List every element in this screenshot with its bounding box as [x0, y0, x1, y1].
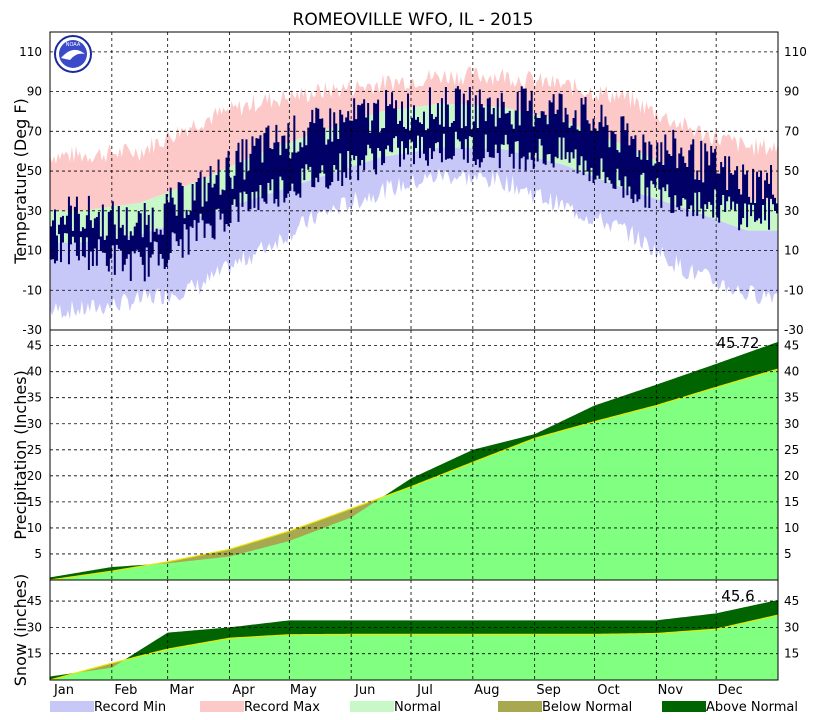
temp-tick-right: 70 — [784, 124, 799, 138]
precip-tick-left: 20 — [27, 469, 42, 483]
legend-swatch-above-normal — [662, 701, 706, 712]
temp-tick-right: -10 — [784, 283, 804, 297]
legend-swatch-normal — [350, 701, 394, 712]
temp-tick-left: -30 — [22, 323, 42, 337]
temp-tick-left: 50 — [27, 164, 42, 178]
snow-total-label: 45.6 — [721, 587, 754, 605]
month-label-apr: Apr — [232, 683, 255, 698]
noaa-logo-bird-icon — [61, 49, 85, 60]
precip-tick-right: 25 — [784, 443, 799, 457]
precip-tick-right: 5 — [784, 547, 792, 561]
precip-normal-line — [49, 368, 779, 581]
temp-tick-right: 50 — [784, 164, 799, 178]
month-label-jul: Jul — [416, 683, 433, 698]
precip-tick-right: 40 — [784, 365, 799, 379]
month-label-feb: Feb — [114, 683, 137, 698]
chart-title: ROMEOVILLE WFO, IL - 2015 — [293, 10, 534, 30]
temperature-panel: -30 -30 -10 -10 10 10 30 30 50 50 70 70 90 90 110 110 Te… — [11, 31, 807, 337]
precip-tick-right: 20 — [784, 469, 799, 483]
precip-tick-left: 15 — [27, 495, 42, 509]
temp-tick-right: 90 — [784, 85, 799, 99]
temp-tick-left: 110 — [19, 45, 42, 59]
temp-tick-left: 10 — [27, 244, 42, 258]
month-label-oct: Oct — [597, 683, 619, 698]
precip-tick-right: 30 — [784, 417, 799, 431]
snow-tick-left: 45 — [27, 594, 42, 608]
snow-tick-right: 15 — [784, 647, 799, 661]
month-label-jan: Jan — [53, 683, 74, 698]
precip-tick-left: 5 — [34, 547, 42, 561]
month-label-mar: Mar — [169, 683, 194, 698]
temp-tick-right: 30 — [784, 204, 799, 218]
month-label-nov: Nov — [658, 683, 684, 698]
precip-tick-left: 45 — [27, 339, 42, 353]
snow-normal-line — [49, 614, 779, 681]
precip-tick-left: 40 — [27, 365, 42, 379]
legend: Record Min Record Max Normal Below Normal Ab… — [50, 700, 798, 715]
snow-tick-right: 30 — [784, 620, 799, 634]
precip-tick-right: 10 — [784, 521, 799, 535]
legend-swatch-record-max — [200, 701, 244, 712]
noaa-logo-text: NOAA — [66, 42, 81, 48]
temp-tick-left: 70 — [27, 124, 42, 138]
precip-tick-right: 15 — [784, 495, 799, 509]
snow-above-normal-area — [50, 600, 778, 680]
precip-tick-right: 35 — [784, 391, 799, 405]
snow-normal-area — [50, 615, 778, 680]
legend-swatch-below-normal — [498, 701, 542, 712]
legend-label-below-normal: Below Normal — [542, 700, 632, 715]
month-label-jun: Jun — [354, 683, 375, 698]
month-axis: Jan Feb Mar Apr May Jun Jul Aug Sep Oct Nov Dec — [53, 683, 743, 698]
snow-ylabel: Snow (inches) — [11, 574, 30, 686]
record-max-area — [50, 66, 778, 211]
precip-ylabel: Precipitation (Inches) — [11, 370, 30, 540]
snow-frame — [49, 579, 779, 681]
temp-tick-right: 110 — [784, 45, 807, 59]
month-label-dec: Dec — [718, 683, 743, 698]
temp-tick-right: 10 — [784, 244, 799, 258]
legend-label-record-min: Record Min — [94, 700, 166, 715]
precip-tick-left: 30 — [27, 417, 42, 431]
precip-tick-left: 35 — [27, 391, 42, 405]
snow-tick-right: 45 — [784, 594, 799, 608]
legend-label-record-max: Record Max — [244, 700, 320, 715]
temp-tick-left: 30 — [27, 204, 42, 218]
month-label-may: May — [290, 683, 317, 698]
legend-label-normal: Normal — [394, 700, 441, 715]
precip-tick-right: 45 — [784, 339, 799, 353]
precip-tick-left: 10 — [27, 521, 42, 535]
month-label-aug: Aug — [474, 683, 499, 698]
precipitation-panel: 5 5 10 10 15 15 20 20 25 25 30 30 35 35 40 40 45 45 Precip… — [11, 329, 799, 581]
legend-label-above-normal: Above Normal — [706, 700, 798, 715]
noaa-logo: NOAA — [54, 35, 92, 73]
precip-tick-left: 25 — [27, 443, 42, 457]
snow-tick-left: 30 — [27, 620, 42, 634]
month-label-sep: Sep — [536, 683, 561, 698]
snow-tick-left: 15 — [27, 647, 42, 661]
precip-total-label: 45.72 — [717, 334, 760, 352]
legend-swatch-record-min — [50, 701, 94, 712]
observed-temperature-bars — [49, 86, 779, 282]
temp-tick-right: -30 — [784, 323, 804, 337]
temp-tick-left: -10 — [22, 283, 42, 297]
record-min-area — [50, 147, 778, 320]
temp-tick-left: 90 — [27, 85, 42, 99]
temp-ylabel: Temperature (Deg F) — [11, 98, 30, 265]
